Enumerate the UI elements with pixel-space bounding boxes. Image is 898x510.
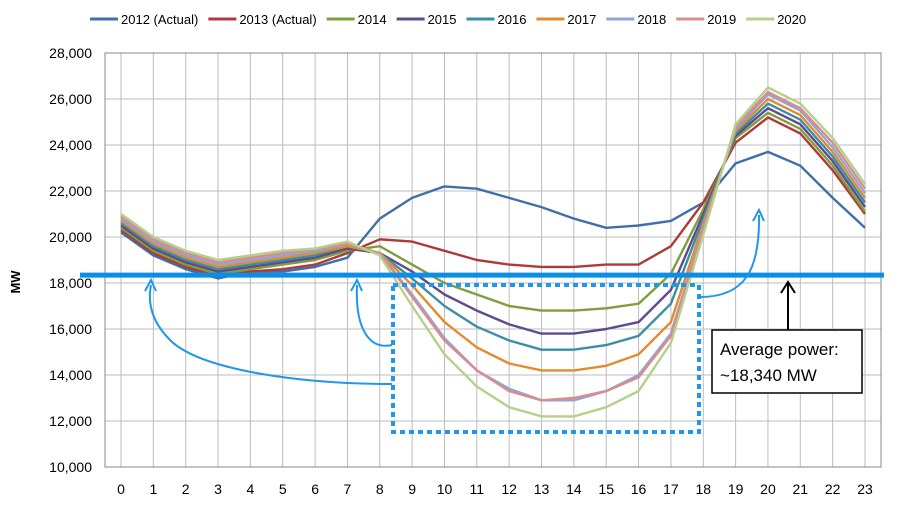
x-tick-label: 13 <box>534 481 550 497</box>
y-tick-label: 10,000 <box>49 459 92 475</box>
series-line-4 <box>120 102 866 351</box>
x-tick-label: 1 <box>149 481 157 497</box>
y-tick-label: 28,000 <box>49 45 92 61</box>
arrow-to-hour-1 <box>148 284 393 385</box>
y-tick-label: 20,000 <box>49 229 92 245</box>
legend-label: 2019 <box>707 12 736 27</box>
legend: 2012 (Actual) 2013 (Actual) 2014 2015 2016 20… <box>90 12 806 27</box>
arrow-to-evening-peak-head <box>752 207 765 222</box>
y-tick-label: 16,000 <box>49 321 92 337</box>
x-tick-label: 12 <box>501 481 517 497</box>
x-tick-label: 9 <box>408 481 416 497</box>
legend-item: 2018 <box>606 12 666 27</box>
legend-item: 2015 <box>396 12 457 27</box>
x-tick-label: 20 <box>760 481 776 497</box>
x-tick-label: 3 <box>214 481 222 497</box>
x-tick-label: 17 <box>663 481 679 497</box>
y-tick-label: 22,000 <box>49 183 92 199</box>
series-line-5 <box>120 97 866 372</box>
average-power-callout-box <box>711 329 863 394</box>
x-tick-label: 10 <box>437 481 453 497</box>
x-tick-label: 2 <box>182 481 190 497</box>
series-line-7 <box>120 90 866 402</box>
plot-area-border <box>104 52 882 468</box>
arrow-to-hour-8-head <box>350 277 363 292</box>
x-tick-label: 0 <box>117 481 125 497</box>
x-tick-label: 16 <box>631 481 647 497</box>
legend-label: 2016 <box>498 12 527 27</box>
series-line-1 <box>120 116 866 278</box>
x-tick-label: 6 <box>311 481 319 497</box>
x-tick-label: 5 <box>279 481 287 497</box>
legend-item: 2020 <box>746 12 806 27</box>
y-tick-label: 26,000 <box>49 91 92 107</box>
average-power-callout-line-2: ~18,340 MW <box>720 366 817 385</box>
legend-label: 2020 <box>777 12 806 27</box>
legend-item: 2019 <box>676 12 736 27</box>
legend-item: 2012 (Actual) <box>90 12 198 27</box>
x-tick-label: 22 <box>825 481 841 497</box>
x-tick-label: 14 <box>566 481 582 497</box>
x-tick-label: 15 <box>598 481 614 497</box>
y-tick-label: 18,000 <box>49 275 92 291</box>
series-line-2 <box>120 111 866 312</box>
y-axis-title: MW <box>8 270 23 294</box>
arrow-to-evening-peak <box>699 214 761 298</box>
legend-label: 2015 <box>428 12 457 27</box>
x-tick-label: 21 <box>793 481 809 497</box>
legend-label: 2017 <box>567 12 596 27</box>
x-axis-ticks: 0 1 2 3 4 5 6 7 8 9 10 11 12 13 14 15 16 17 18 19 20 21 22 23 <box>117 481 873 497</box>
series-line-3 <box>120 106 866 335</box>
y-tick-label: 24,000 <box>49 137 92 153</box>
x-tick-label: 11 <box>470 481 485 497</box>
x-tick-label: 23 <box>857 481 873 497</box>
legend-item: 2013 (Actual) <box>208 12 317 27</box>
midday-dip-highlight-box <box>391 283 701 434</box>
y-tick-label: 12,000 <box>49 413 92 429</box>
series-line-8 <box>120 86 866 418</box>
series-lines <box>120 86 866 418</box>
average-power-callout-line-1: Average power: <box>720 340 839 359</box>
curved-arrows <box>144 207 765 385</box>
x-tick-label: 18 <box>695 481 711 497</box>
average-pointer-arrow <box>780 280 796 330</box>
legend-item: 2017 <box>536 12 596 27</box>
legend-label: 2014 <box>358 12 387 27</box>
legend-item: 2016 <box>466 12 527 27</box>
legend-label: 2013 (Actual) <box>239 12 316 27</box>
y-tick-label: 14,000 <box>49 367 92 383</box>
x-tick-label: 7 <box>344 481 352 497</box>
x-tick-label: 8 <box>376 481 384 497</box>
y-axis-ticks: 10,000 12,000 14,000 16,000 18,000 20,000 22,0… <box>49 45 92 475</box>
legend-label: 2012 (Actual) <box>121 12 198 27</box>
legend-item: 2014 <box>326 12 387 27</box>
x-tick-label: 4 <box>246 481 254 497</box>
average-pointer-head <box>780 280 796 294</box>
legend-label: 2018 <box>637 12 666 27</box>
arrow-to-hour-8 <box>355 284 393 347</box>
arrow-to-hour-1-head <box>144 277 157 292</box>
x-tick-label: 19 <box>728 481 744 497</box>
